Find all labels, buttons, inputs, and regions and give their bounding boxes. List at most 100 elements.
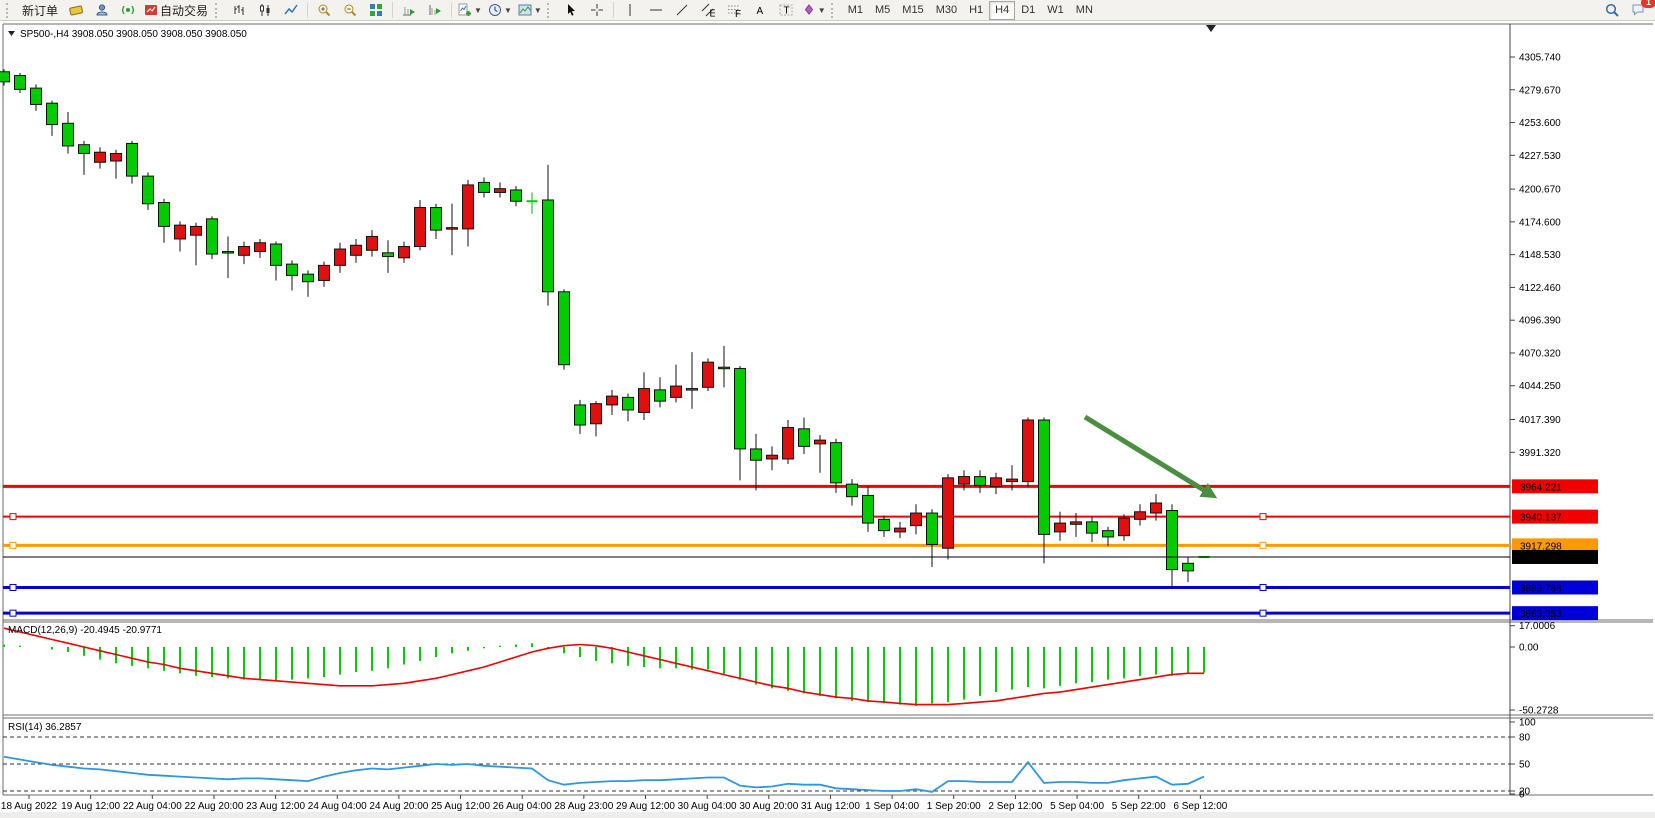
candle-body bbox=[190, 225, 202, 236]
price-tick-label: 4148.530 bbox=[1519, 250, 1561, 261]
price-tick-label: 4200.670 bbox=[1519, 185, 1561, 196]
level-handle[interactable] bbox=[9, 541, 17, 549]
line-chart-icon bbox=[284, 3, 298, 17]
candle-body bbox=[126, 142, 138, 177]
timeframe-mn-button[interactable]: MN bbox=[1075, 4, 1093, 16]
candlestick-icon bbox=[258, 3, 272, 17]
candlestick-chart-button[interactable] bbox=[252, 0, 278, 20]
chart-canvas[interactable]: 4305.740 4279.670 4253.600 4227.530 4200.670… bbox=[0, 21, 1655, 818]
indicators-button[interactable]: ▼ bbox=[455, 0, 485, 20]
candle-body bbox=[590, 403, 602, 425]
timeframe-m15-button[interactable]: M15 bbox=[902, 4, 924, 16]
auto-scroll-icon bbox=[402, 3, 416, 17]
bid-price-label bbox=[1512, 549, 1598, 564]
candle-body bbox=[462, 184, 474, 230]
candle-body bbox=[942, 477, 954, 549]
trend-arrow-head[interactable] bbox=[1199, 483, 1221, 505]
candle-body bbox=[14, 75, 26, 90]
equidistant-channel-button[interactable]: E bbox=[695, 0, 721, 20]
timeframe-d1-button[interactable]: D1 bbox=[1021, 4, 1036, 16]
timeframe-m1-button[interactable]: M1 bbox=[847, 4, 863, 16]
chart-area[interactable]: 4305.740 4279.670 4253.600 4227.530 4200.670… bbox=[0, 21, 1655, 818]
signal-button[interactable] bbox=[115, 0, 141, 20]
toolbar-grip bbox=[546, 2, 554, 18]
timeframe-m5-button[interactable]: M5 bbox=[875, 4, 891, 16]
line-chart-button[interactable] bbox=[278, 0, 304, 20]
time-axis-label: 1 Sep 20:00 bbox=[927, 801, 981, 812]
cursor-button[interactable] bbox=[558, 0, 584, 20]
hline-icon bbox=[649, 3, 663, 17]
timeframe-h4-button[interactable]: H4 bbox=[989, 0, 1016, 20]
time-axis-label: 28 Aug 23:00 bbox=[554, 801, 613, 812]
level-price-label bbox=[1512, 538, 1598, 553]
chart-shift-marker[interactable] bbox=[1206, 25, 1216, 32]
candle-body bbox=[206, 218, 218, 255]
chart-shift-icon bbox=[428, 3, 442, 17]
candle-body bbox=[574, 404, 586, 426]
macd-axis-label: -50.2728 bbox=[1519, 705, 1559, 716]
level-handle[interactable] bbox=[9, 609, 17, 617]
trendline-button[interactable] bbox=[669, 0, 695, 20]
candle-body bbox=[174, 224, 186, 240]
vertical-line-button[interactable] bbox=[617, 0, 643, 20]
zoom-in-button[interactable] bbox=[311, 0, 337, 20]
level-handle[interactable] bbox=[1259, 583, 1267, 591]
periods-button[interactable]: ▼ bbox=[485, 0, 515, 20]
time-axis-label: 25 Aug 12:00 bbox=[431, 801, 490, 812]
tile-windows-button[interactable] bbox=[363, 0, 389, 20]
level-handle[interactable] bbox=[1259, 609, 1267, 617]
level-handle[interactable] bbox=[9, 583, 17, 591]
ohlc-panel-toggle[interactable] bbox=[8, 31, 15, 36]
candle-body bbox=[910, 512, 922, 527]
time-axis-label: 22 Aug 04:00 bbox=[123, 801, 182, 812]
text-button[interactable]: A bbox=[747, 0, 773, 20]
candle-body bbox=[510, 189, 522, 202]
candle-body bbox=[46, 102, 58, 126]
autotrade-icon bbox=[144, 3, 158, 17]
time-axis-label: 23 Aug 12:00 bbox=[246, 801, 305, 812]
toolbar-separator bbox=[612, 2, 614, 18]
timeframe-h1-button[interactable]: H1 bbox=[969, 4, 984, 16]
profile-button[interactable] bbox=[89, 0, 115, 20]
new-order-button[interactable]: 新订单 bbox=[17, 0, 63, 20]
level-handle[interactable] bbox=[1259, 513, 1267, 521]
price-tick-label: 4174.600 bbox=[1519, 217, 1561, 228]
fibonacci-button[interactable]: F bbox=[721, 0, 747, 20]
toolbar: 新订单 自动交易 ▼ ▼ ▼ E F A T ▼ M1 M5 M15 M30 H1 H4 D1 W1 MN 1 bbox=[0, 0, 1655, 21]
price-tick-label: 4070.320 bbox=[1519, 348, 1561, 359]
label-button[interactable]: T bbox=[773, 0, 799, 20]
macd-label: MACD(12,26,9) -20.4945 -20.9771 bbox=[8, 625, 162, 636]
rsi-label: RSI(14) 36.2857 bbox=[8, 722, 82, 733]
level-price-label bbox=[1512, 580, 1598, 595]
ticket-button[interactable] bbox=[63, 0, 89, 20]
search-button[interactable] bbox=[1599, 0, 1625, 20]
templates-button[interactable]: ▼ bbox=[515, 0, 545, 20]
time-axis-label: 26 Aug 04:00 bbox=[493, 801, 552, 812]
autotrade-button[interactable]: 自动交易 bbox=[141, 0, 213, 20]
level-handle[interactable] bbox=[9, 513, 17, 521]
candle-body bbox=[110, 152, 122, 162]
bar-chart-button[interactable] bbox=[226, 0, 252, 20]
timeframe-m30-button[interactable]: M30 bbox=[935, 4, 958, 16]
crosshair-button[interactable] bbox=[584, 0, 610, 20]
level-price-label-text: 3917.298 bbox=[1520, 541, 1562, 552]
vline-icon bbox=[623, 3, 637, 17]
shapes-button[interactable]: ▼ bbox=[799, 0, 829, 20]
candle-body bbox=[286, 263, 298, 276]
time-axis-label: 6 Sep 12:00 bbox=[1173, 801, 1227, 812]
level-handle[interactable] bbox=[1259, 541, 1267, 549]
toolbar-separator bbox=[451, 2, 453, 18]
chart-shift-button[interactable] bbox=[422, 0, 448, 20]
auto-scroll-button[interactable] bbox=[396, 0, 422, 20]
notifications-button[interactable]: 1 bbox=[1625, 0, 1655, 20]
timeframe-w1-button[interactable]: W1 bbox=[1047, 4, 1064, 16]
chart-background[interactable] bbox=[0, 21, 1655, 818]
candle-body bbox=[158, 202, 170, 227]
candle-body bbox=[94, 151, 106, 163]
horizontal-line-button[interactable] bbox=[643, 0, 669, 20]
candle-body bbox=[878, 518, 890, 532]
zoom-out-button[interactable] bbox=[337, 0, 363, 20]
level-price-label-text: 3883.788 bbox=[1520, 583, 1562, 594]
trend-arrow-line[interactable] bbox=[1083, 414, 1209, 495]
